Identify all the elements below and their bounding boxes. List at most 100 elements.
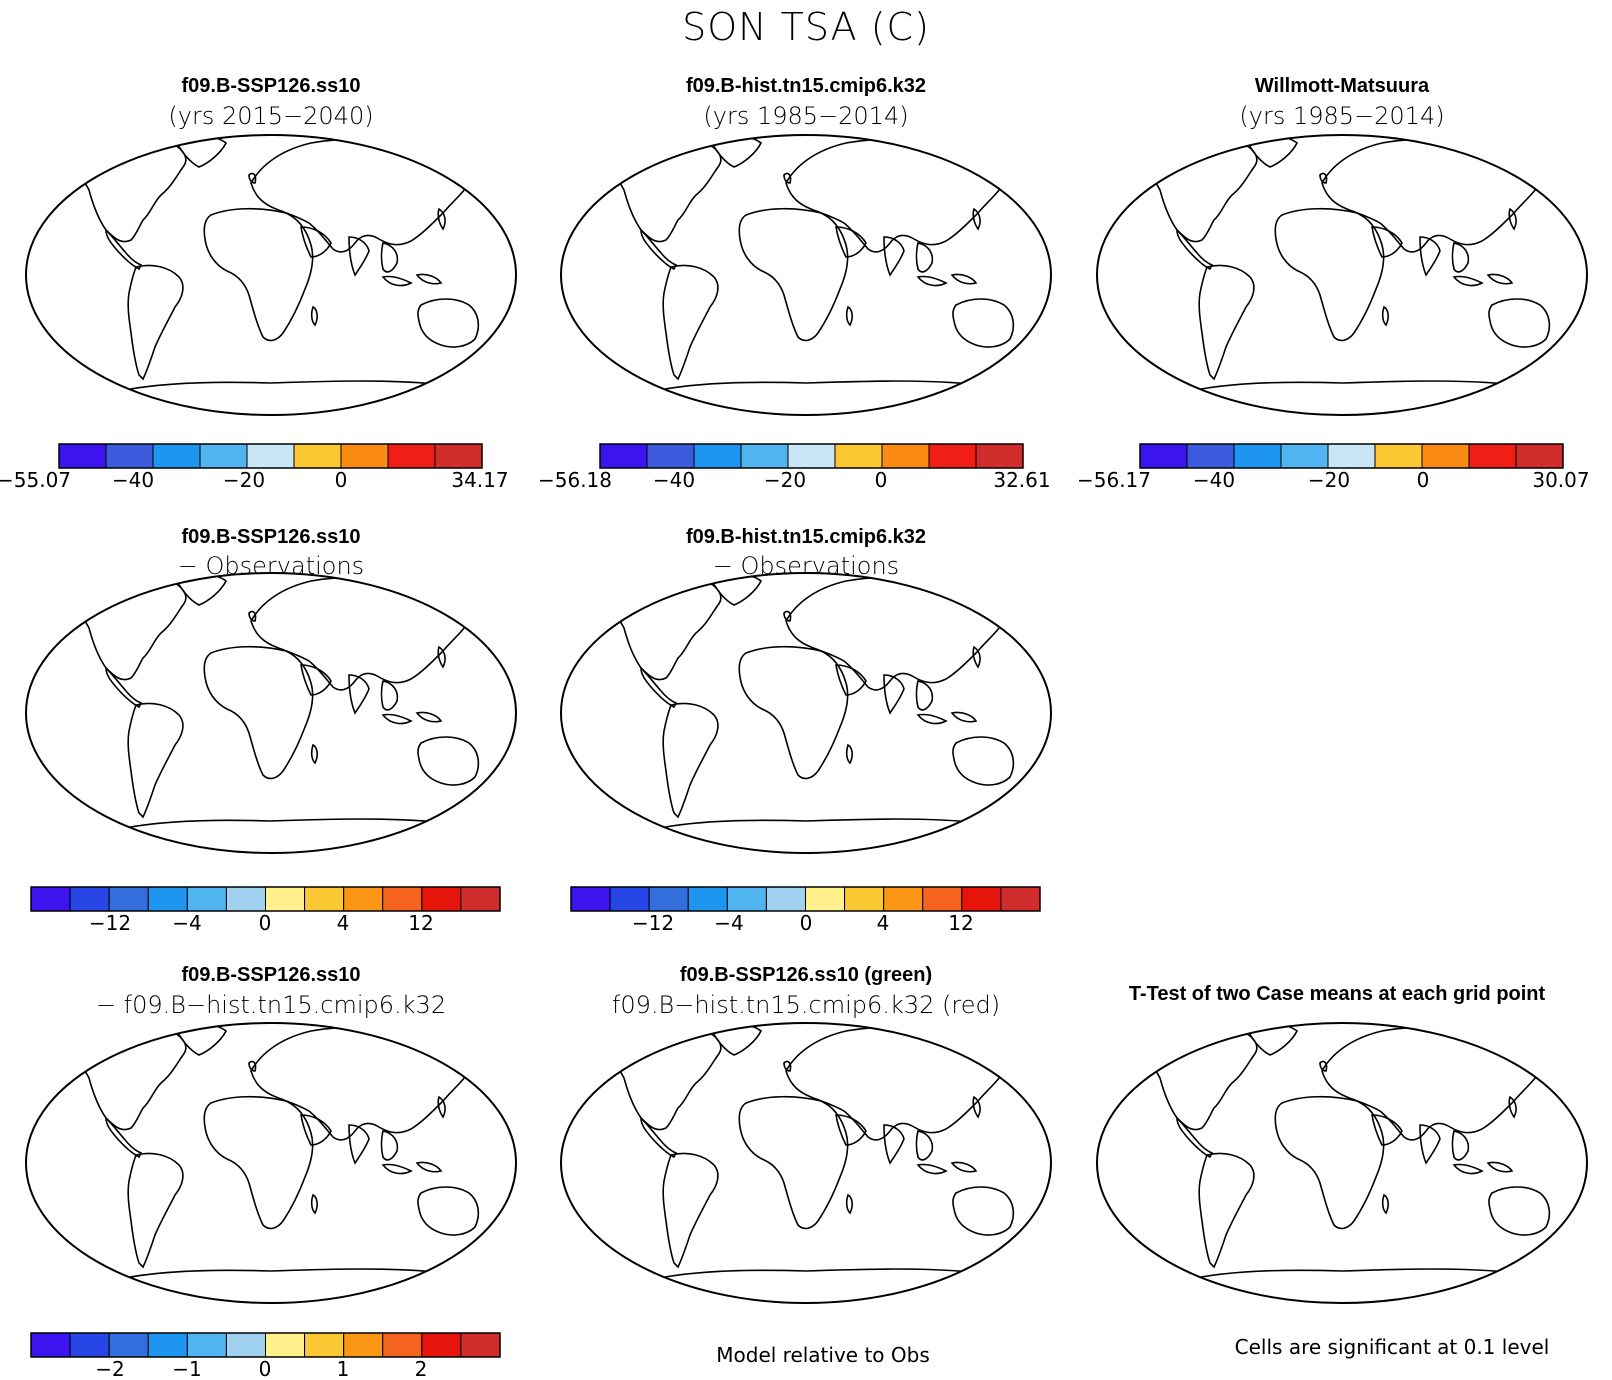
colorbar-swatch	[304, 1332, 345, 1358]
svg-text:f09.B-SSP126.ss10: f09.B-SSP126.ss10	[181, 964, 360, 986]
colorbar-swatch	[105, 443, 154, 469]
svg-text:Willmott-Matsuura: Willmott-Matsuura	[1255, 75, 1430, 97]
colorbar-swatch	[58, 443, 107, 469]
colorbar-swatch	[293, 443, 342, 469]
svg-text:f09.B−hist.tn15.cmip6.k32 (red: f09.B−hist.tn15.cmip6.k32 (red)	[612, 991, 1000, 1019]
colorbar-tick-label: 12	[408, 911, 433, 935]
colorbar-tick-label: 0	[259, 1357, 272, 1380]
colorbar-swatch	[1515, 443, 1564, 469]
map-background	[26, 135, 516, 415]
colorbar-p1: −55.07 −40 −20 0 34.17	[0, 443, 509, 492]
colorbar-tick-label: 32.61	[993, 468, 1050, 492]
colorbar-swatch	[265, 1332, 306, 1358]
colorbar-swatch	[928, 443, 977, 469]
svg-text:(yrs 1985−2014): (yrs 1985−2014)	[703, 102, 908, 130]
colorbar-swatch	[1233, 443, 1282, 469]
map-border	[560, 134, 1052, 416]
colorbar-tick-label: −4	[172, 911, 201, 935]
map-border	[560, 1022, 1052, 1304]
colorbar-swatch	[265, 886, 306, 912]
colorbar-swatch	[434, 443, 483, 469]
colorbar-swatch	[1327, 443, 1376, 469]
colorbar-swatch	[570, 886, 611, 912]
colorbar-tick-label: −4	[714, 911, 743, 935]
map-p4	[25, 572, 517, 854]
colorbar-tick-label: 4	[877, 911, 890, 935]
svg-text:f09.B-SSP126.ss10: f09.B-SSP126.ss10	[181, 526, 360, 548]
colorbar-swatch	[646, 443, 695, 469]
colorbar-swatch	[1374, 443, 1423, 469]
colorbar-swatch	[609, 886, 650, 912]
colorbar-tick-label: 30.07	[1532, 468, 1589, 492]
colorbar-frame	[599, 443, 1024, 469]
colorbar-swatch	[1468, 443, 1517, 469]
colorbar-swatch	[740, 443, 789, 469]
colorbar-swatch	[693, 443, 742, 469]
panel-title-p6: f09.B-SSP126.ss10 − f09.B−hist.tn15.cmip…	[96, 964, 446, 1019]
colorbar-tick-label: 4	[337, 911, 350, 935]
map-p6	[25, 1022, 517, 1304]
colorbar-swatch	[975, 443, 1024, 469]
colorbar-tick-label: −40	[653, 468, 695, 492]
map-background	[26, 573, 516, 853]
map-background	[26, 1023, 516, 1303]
colorbar-swatch	[881, 443, 930, 469]
map-p7	[560, 1022, 1052, 1304]
colorbar-swatch	[805, 886, 846, 912]
svg-text:f09.B-SSP126.ss10 (green): f09.B-SSP126.ss10 (green)	[680, 964, 932, 986]
colorbar-tick-label: −20	[764, 468, 806, 492]
colorbar-swatch	[1139, 443, 1188, 469]
colorbar-swatch	[343, 1332, 384, 1358]
map-background	[561, 135, 1051, 415]
colorbar-swatch	[1000, 886, 1041, 912]
colorbar-swatch	[1421, 443, 1470, 469]
map-p5	[560, 572, 1052, 854]
panel-title-p5: f09.B-hist.tn15.cmip6.k32 − Observations	[686, 526, 926, 580]
colorbar-frame	[1139, 443, 1564, 469]
svg-text:f09.B-hist.tn15.cmip6.k32: f09.B-hist.tn15.cmip6.k32	[686, 526, 926, 548]
colorbar-swatch	[225, 886, 267, 912]
colorbar-swatch	[387, 443, 436, 469]
colorbar-swatch	[30, 886, 71, 912]
colorbar-swatch	[108, 1332, 149, 1358]
svg-text:(yrs 1985−2014): (yrs 1985−2014)	[1239, 102, 1444, 130]
map-background	[561, 573, 1051, 853]
map-border	[25, 572, 517, 854]
colorbar-swatch	[421, 1332, 462, 1358]
panel-title-p2: f09.B-hist.tn15.cmip6.k32 (yrs 1985−2014…	[686, 75, 926, 130]
footer-model-relative: Model relative to Obs	[716, 1343, 930, 1367]
colorbar-frame	[30, 1332, 501, 1358]
colorbar-swatch	[460, 1332, 501, 1358]
colorbar-tick-label: 2	[415, 1357, 428, 1380]
map-background	[1097, 1023, 1587, 1303]
colorbar-p2: −56.18 −40 −20 0 32.61	[538, 443, 1051, 492]
colorbar-swatch	[787, 443, 836, 469]
colorbar-tick-label: 0	[1417, 468, 1430, 492]
svg-text:T-Test of two Case means at ea: T-Test of two Case means at each grid po…	[1129, 983, 1546, 1005]
colorbar-swatch	[1280, 443, 1329, 469]
svg-text:− f09.B−hist.tn15.cmip6.k32: − f09.B−hist.tn15.cmip6.k32	[96, 991, 446, 1019]
map-background	[1097, 135, 1587, 415]
svg-text:f09.B-hist.tn15.cmip6.k32: f09.B-hist.tn15.cmip6.k32	[686, 75, 926, 97]
colorbar-tick-label: 0	[875, 468, 888, 492]
page-title: SON TSA (C)	[682, 5, 930, 49]
colorbar-tick-label: 0	[800, 911, 813, 935]
colorbar-swatch	[382, 1332, 423, 1358]
colorbar-swatch	[922, 886, 963, 912]
map-border	[560, 572, 1052, 854]
colorbar-swatch	[69, 1332, 110, 1358]
panel-title-p7: f09.B-SSP126.ss10 (green) f09.B−hist.tn1…	[612, 964, 1000, 1019]
colorbar-tick-label: −12	[89, 911, 131, 935]
colorbar-swatch	[765, 886, 807, 912]
colorbar-swatch	[147, 1332, 188, 1358]
colorbar-tick-label: −56.18	[538, 468, 612, 492]
colorbar-p4: −12 −4 0 4 12	[30, 886, 501, 935]
map-p8	[1096, 1022, 1588, 1304]
svg-text:(yrs 2015−2040): (yrs 2015−2040)	[168, 102, 373, 130]
colorbar-swatch	[246, 443, 295, 469]
colorbar-tick-label: 0	[335, 468, 348, 492]
colorbar-swatch	[186, 886, 227, 912]
colorbar-swatch	[152, 443, 201, 469]
colorbar-swatch	[304, 886, 345, 912]
colorbar-p5: −12 −4 0 4 12	[570, 886, 1041, 935]
